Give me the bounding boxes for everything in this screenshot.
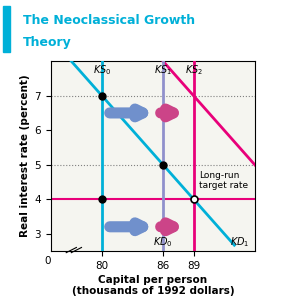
- Bar: [3, 6, 10, 52]
- Text: $KS_2$: $KS_2$: [185, 63, 203, 77]
- Text: $KD_1$: $KD_1$: [230, 235, 249, 249]
- Text: $KD_0$: $KD_0$: [153, 235, 173, 249]
- Text: Theory: Theory: [23, 36, 71, 49]
- Text: $KS_0$: $KS_0$: [93, 63, 111, 77]
- Text: The Neoclassical Growth: The Neoclassical Growth: [23, 14, 195, 27]
- X-axis label: Capital per person
(thousands of 1992 dollars): Capital per person (thousands of 1992 do…: [72, 275, 234, 297]
- Text: 0: 0: [44, 256, 51, 266]
- Text: $KS_1$: $KS_1$: [154, 63, 172, 77]
- Text: Long-run
target rate: Long-run target rate: [199, 170, 248, 190]
- Y-axis label: Real interest rate (percent): Real interest rate (percent): [20, 75, 31, 237]
